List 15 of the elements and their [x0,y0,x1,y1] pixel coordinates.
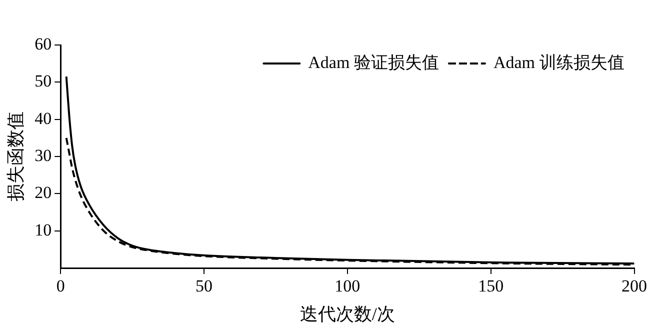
y-tick-label: 20 [34,183,52,202]
x-tick-label: 0 [56,276,65,296]
x-tick-label: 100 [334,276,360,296]
x-axis-title: 迭代次数/次 [300,304,395,324]
y-tick-label: 30 [34,146,52,165]
y-tick-label: 40 [34,108,52,128]
legend-label: Adam 训练损失值 [493,52,624,72]
x-tick-label: 150 [478,276,504,296]
legend-label: Adam 验证损失值 [308,52,439,72]
y-tick-label: 50 [34,72,52,91]
y-tick-label: 10 [34,220,52,240]
y-tick-label: 60 [34,34,52,54]
y-axis-title: 损失函数值 [6,112,26,202]
x-tick-label: 200 [622,276,647,296]
x-tick-label: 50 [196,276,213,296]
